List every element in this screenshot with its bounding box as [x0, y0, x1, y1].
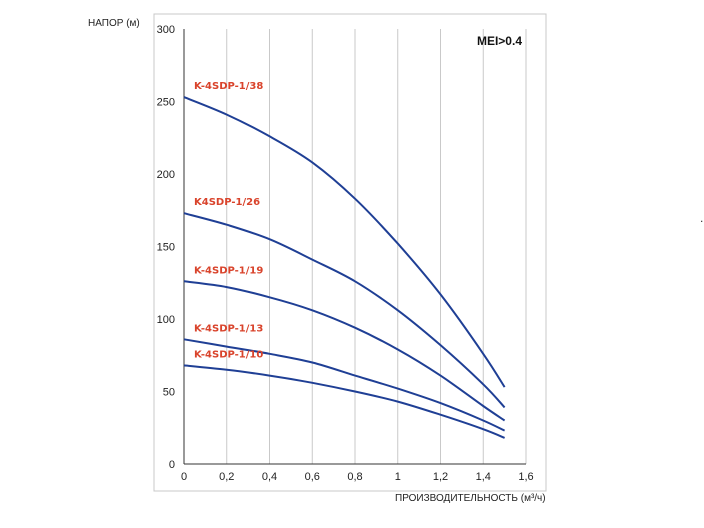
x-tick-label: 0,2: [219, 471, 234, 483]
y-tick-label: 150: [157, 242, 175, 254]
plot-frame: [153, 13, 547, 492]
y-tick-label: 50: [163, 387, 175, 399]
y-tick-label: 250: [157, 97, 175, 109]
stray-mark: .: [700, 211, 703, 225]
series-line: [183, 364, 505, 439]
y-tick-label: 100: [157, 314, 175, 326]
x-tick-label: 1,4: [476, 471, 491, 483]
y-tick-label: 200: [157, 169, 175, 181]
mei-badge: MEI>0.4: [477, 34, 522, 48]
series-labels: K-4SDP-1/38 K4SDP-1/26 K-4SDP-1/19 K-4SDP-1…: [194, 81, 263, 360]
y-tick-label: 0: [169, 459, 175, 471]
x-tick-label: 0: [181, 471, 187, 483]
series-line: [183, 96, 506, 388]
series-line: [183, 212, 506, 409]
x-tick-label: 1,6: [518, 471, 533, 483]
series-label: K-4SDP-1/10: [194, 349, 263, 360]
x-tick-label: 1: [395, 471, 401, 483]
series-label: K-4SDP-1/13: [194, 323, 263, 334]
series-lines: [183, 96, 506, 439]
series-line: [183, 280, 506, 422]
tick-labels: 0 50 100 150 200 250 300 0 0,2 0,4 0,6 0,8 1 1,2 1,4 1,…: [157, 24, 534, 483]
y-axis-title: НАПОР (м): [88, 18, 140, 29]
series-label: K-4SDP-1/19: [194, 265, 263, 276]
series-line: [183, 338, 506, 432]
x-tick-label: 0,6: [305, 471, 320, 483]
y-tick-label: 300: [157, 24, 175, 36]
x-axis-title: ПРОИЗВОДИТЕЛЬНОСТЬ (м³/ч): [395, 493, 546, 504]
x-tick-label: 0,4: [262, 471, 277, 483]
series-label: K4SDP-1/26: [194, 197, 260, 208]
axes: [183, 29, 526, 465]
series-label: K-4SDP-1/38: [194, 81, 263, 92]
x-tick-label: 1,2: [433, 471, 448, 483]
grid-lines: [226, 29, 527, 464]
x-tick-label: 0,8: [347, 471, 362, 483]
